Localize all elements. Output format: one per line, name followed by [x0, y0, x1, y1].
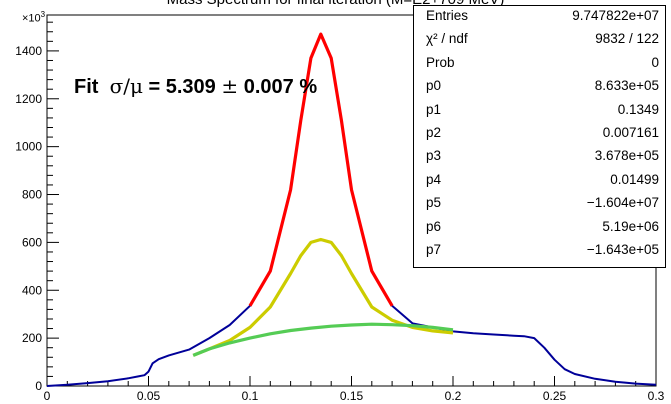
stats-value: 5.19e+06: [602, 218, 659, 234]
x-tick-label: 0.3: [648, 389, 665, 403]
x-tick-label: 0.1: [242, 389, 259, 403]
stats-row: Entries 9.747822e+07: [414, 8, 665, 26]
stats-value: 0.1349: [617, 101, 659, 117]
stats-key: p6: [426, 218, 442, 234]
x-tick-label: 0.2: [445, 389, 462, 403]
x-tick-label: 0: [44, 389, 51, 403]
fit-symbol: σ/μ: [109, 74, 143, 98]
y-multiplier: ×103: [22, 10, 45, 25]
stats-row: p1 0.1349: [414, 102, 665, 120]
stats-box: Entries 9.747822e+07 χ² / ndf 9832 / 122 Pro…: [413, 5, 666, 268]
fit-label: Fit σ/μ = 5.309 ± 0.007 %: [74, 74, 317, 99]
x-tick-label: 0.05: [137, 389, 161, 403]
curves: [46, 32, 657, 387]
stats-row: Prob 0: [414, 55, 665, 73]
axis-ticks: 0 0.05 0.1 0.15 0.2 0.25 0.3 0 200 400 600 800 1000 1…: [15, 21, 665, 403]
stats-row: p3 3.678e+05: [414, 148, 665, 166]
series-line-2: [192, 237, 454, 357]
x-tick-label: 0.15: [340, 389, 364, 403]
stats-value: 3.678e+05: [594, 148, 659, 164]
y-tick-label: 0: [35, 379, 42, 393]
stats-key: p4: [426, 171, 442, 187]
stats-key: p2: [426, 125, 442, 140]
stats-key: p0: [426, 78, 442, 94]
chart-title: Mass Spectrum for final iteration (M=E2+…: [0, 0, 671, 8]
stats-key: p7: [426, 242, 442, 257]
y-tick-label: 1200: [15, 92, 42, 106]
stats-value: −1.604e+07: [586, 195, 659, 211]
stats-value: 9.747822e+07: [572, 8, 659, 23]
stats-value: 9832 / 122: [595, 31, 659, 47]
y-tick-label: 1000: [15, 140, 42, 154]
y-tick-label: 1400: [15, 44, 42, 58]
stats-key: Entries: [426, 8, 469, 23]
stats-row: p5 −1.604e+07: [414, 195, 665, 213]
fit-prefix: Fit: [74, 76, 99, 98]
fit-value: = 5.309: [148, 76, 216, 98]
fit-unit: %: [299, 76, 318, 98]
stats-value: 0: [651, 54, 659, 70]
stats-key: p1: [426, 101, 442, 117]
stats-row: p0 8.633e+05: [414, 78, 665, 96]
y-tick-label: 600: [22, 235, 42, 249]
y-tick-label: 200: [22, 331, 42, 345]
stats-key: p5: [426, 195, 442, 211]
y-tick-label: 800: [22, 188, 42, 202]
stats-key: χ² / ndf: [426, 31, 468, 47]
stats-value: −1.643e+05: [586, 242, 659, 257]
stats-row: p2 0.007161: [414, 125, 665, 143]
stats-key: p3: [426, 148, 442, 164]
y-multiplier-exp: 3: [40, 10, 46, 19]
y-tick-label: 400: [22, 283, 42, 297]
x-tick-label: 0.25: [543, 389, 567, 403]
stats-row: p7 −1.643e+05: [414, 242, 665, 260]
stats-value: 0.01499: [610, 171, 659, 187]
series-line-3: [192, 322, 454, 357]
stats-row: p6 5.19e+06: [414, 219, 665, 237]
stats-key: Prob: [426, 54, 455, 70]
series-line-1: [248, 32, 394, 307]
fit-pm: ±: [221, 74, 239, 98]
stats-row: χ² / ndf 9832 / 122: [414, 31, 665, 49]
stats-value: 0.007161: [602, 125, 659, 140]
stats-row: p4 0.01499: [414, 172, 665, 190]
fit-error: 0.007: [243, 76, 294, 98]
stats-value: 8.633e+05: [594, 78, 659, 94]
y-multiplier-base: ×10: [22, 12, 41, 25]
